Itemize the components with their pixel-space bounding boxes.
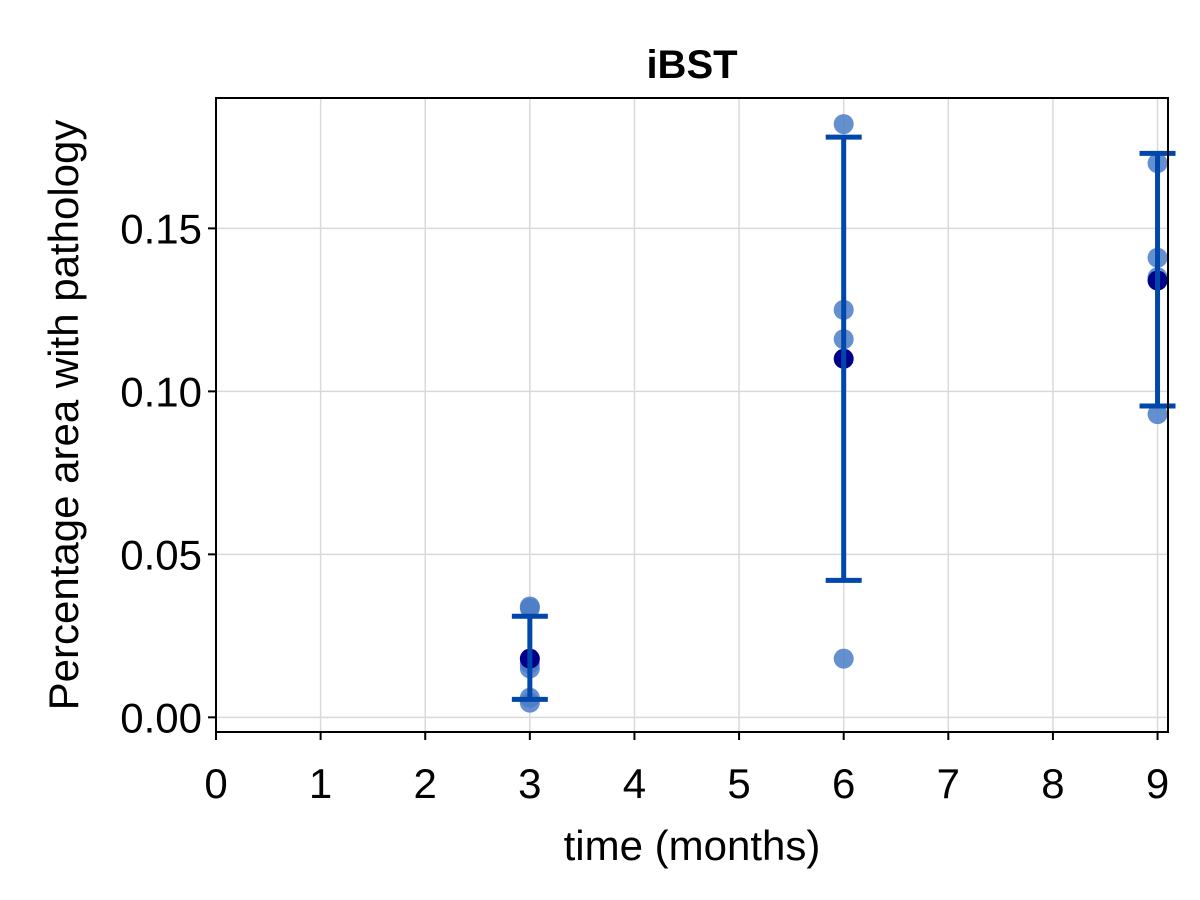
- grid: [215, 98, 1168, 732]
- x-tick-label: 0: [204, 760, 227, 807]
- x-tick-label: 8: [1041, 760, 1064, 807]
- x-tick-label: 2: [414, 760, 437, 807]
- chart-title: iBST: [646, 43, 737, 87]
- ticks: 0 1 2 3 4 5 6 7 8 9 0.00 0.05 0.10 0.15: [120, 205, 1169, 807]
- data-point: [519, 598, 540, 619]
- y-tick-label: 0.10: [120, 368, 202, 415]
- data-point: [833, 648, 854, 669]
- y-tick-label: 0.15: [120, 205, 202, 252]
- x-tick-label: 9: [1146, 760, 1169, 807]
- x-tick-label: 3: [518, 760, 541, 807]
- y-tick-label: 0.05: [120, 531, 202, 578]
- data-point: [1147, 404, 1168, 425]
- x-tick-label: 5: [727, 760, 750, 807]
- x-axis-label: time (months): [564, 822, 821, 869]
- data-layer: [511, 114, 1176, 713]
- plot-frame: [215, 97, 1169, 733]
- y-axis-label: Percentage area with pathology: [40, 120, 87, 711]
- data-point: [833, 114, 854, 135]
- x-tick-label: 7: [937, 760, 960, 807]
- x-tick-label: 1: [309, 760, 332, 807]
- y-tick-label: 0.00: [120, 694, 202, 741]
- x-tick-label: 6: [832, 760, 855, 807]
- x-tick-label: 4: [623, 760, 646, 807]
